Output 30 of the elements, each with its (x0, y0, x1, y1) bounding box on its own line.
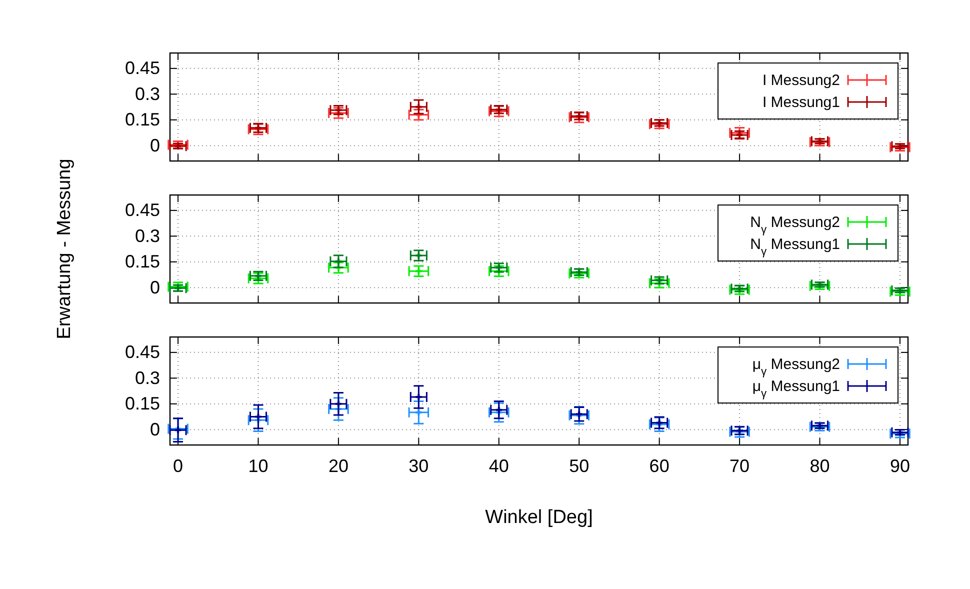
legend-label: I Messung2 (762, 72, 840, 89)
x-tick-label: 90 (890, 456, 910, 476)
x-tick-label: 70 (730, 456, 750, 476)
y-tick-label: 0.3 (134, 368, 160, 388)
legend-label: N$_{γ}$ Messung2 (750, 214, 840, 236)
x-tick-label: 10 (248, 456, 268, 476)
x-tick-label: 60 (649, 456, 670, 476)
y-tick-label: 0.15 (124, 394, 160, 414)
y-tick-label: 0.45 (124, 58, 160, 78)
y-tick-label: 0 (150, 277, 160, 298)
y-tick-label: 0.45 (124, 200, 160, 220)
x-tick-label: 30 (408, 456, 429, 476)
y-axis-title: Erwartung - Messung (54, 158, 75, 340)
x-tick-label: 50 (569, 456, 590, 476)
y-tick-label: 0.15 (124, 110, 160, 130)
y-tick-label: 0.45 (124, 342, 160, 362)
legend-label: μ$_{γ}$ Messung1 (752, 378, 840, 400)
y-tick-label: 0.3 (134, 226, 160, 246)
x-tick-label: 40 (488, 456, 509, 476)
legend-label: μ$_{γ}$ Messung2 (752, 356, 840, 378)
x-tick-label: 20 (328, 456, 348, 476)
x-axis-title: Winkel [Deg] (485, 507, 593, 528)
x-tick-label: 0 (173, 456, 184, 476)
legend-label: I Messung1 (762, 94, 840, 111)
legend-label: N$_{γ}$ Messung1 (750, 236, 840, 258)
y-tick-label: 0 (150, 135, 160, 156)
y-tick-label: 0 (150, 419, 160, 440)
x-tick-label: 80 (810, 456, 830, 476)
y-tick-label: 0.15 (124, 252, 160, 272)
y-tick-label: 0.3 (134, 84, 160, 104)
